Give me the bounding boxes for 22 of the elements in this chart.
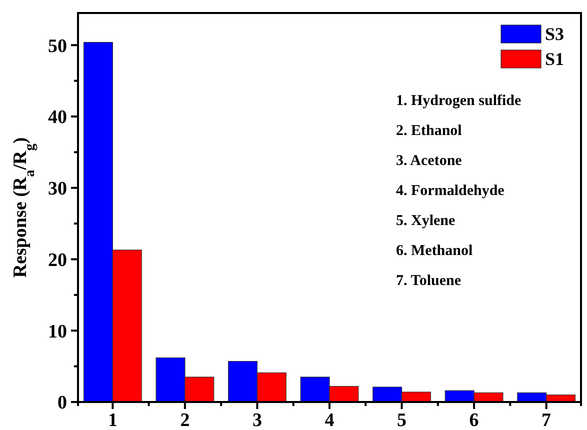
annotation: 5. Xylene — [396, 213, 456, 229]
annotation: 1. Hydrogen sulfide — [396, 93, 522, 109]
x-tick-label: 6 — [469, 410, 479, 430]
annotation: 3. Acetone — [396, 153, 462, 169]
y-tick-label: 0 — [58, 392, 67, 414]
annotation: 4. Formaldehyde — [396, 183, 505, 199]
y-tick-label: 50 — [48, 36, 67, 57]
legend-label: S1 — [545, 49, 564, 69]
annotation: 2. Ethanol — [396, 123, 462, 139]
x-tick-label: 1 — [108, 410, 118, 430]
x-tick-label: 7 — [542, 410, 552, 430]
y-tick-label: 10 — [48, 321, 67, 342]
y-tick-label: 40 — [48, 107, 67, 128]
annotation: 7. Toluene — [396, 273, 462, 289]
x-tick-label: 4 — [324, 410, 335, 430]
y-tick-label: 20 — [48, 250, 67, 271]
x-tick-label: 2 — [180, 410, 190, 430]
legend-label: S3 — [545, 24, 564, 44]
annotation: 6. Methanol — [396, 243, 473, 259]
x-tick-label: 3 — [252, 410, 262, 430]
x-tick-label: 5 — [397, 410, 407, 430]
y-tick-label: 30 — [48, 178, 67, 200]
